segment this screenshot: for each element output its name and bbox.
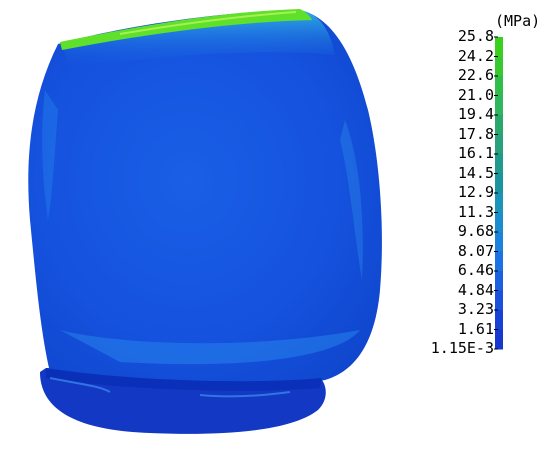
legend-value-label: 9.68 <box>457 222 494 240</box>
legend-color-segment <box>495 154 503 174</box>
legend-value-label: 8.07 <box>457 241 494 260</box>
legend-color-segment <box>495 310 503 330</box>
legend-value-label: 21.0 <box>457 85 494 104</box>
legend-value-label: 16.1 <box>457 144 494 162</box>
legend-color-segment <box>495 95 503 116</box>
top-high-stress-rim <box>60 9 312 50</box>
legend-value-label: 11.3 <box>457 202 494 221</box>
legend-color-segment <box>495 251 503 272</box>
legend-value-label: 1.61 <box>457 319 494 338</box>
base-light-streaks <box>49 377 291 398</box>
legend-color-segment <box>495 271 503 291</box>
top-rim-highlight <box>119 11 297 35</box>
legend-color-segment <box>495 37 503 57</box>
legend-value-label: 4.84 <box>457 280 494 299</box>
body-base-seam <box>46 368 322 391</box>
legend-color-segment <box>495 290 503 311</box>
legend-color-segment <box>495 115 503 135</box>
body-highlight-left <box>42 90 58 220</box>
legend-value-label: 24.2 <box>457 46 494 65</box>
legend-color-segment <box>495 56 503 77</box>
legend-value-label: 6.46 <box>457 261 494 279</box>
legend-color-segment <box>495 212 503 233</box>
legend-value-label: 12.9 <box>457 183 494 201</box>
model-body <box>28 10 382 390</box>
legend-value-label: 3.23 <box>457 300 494 318</box>
legend-value-label: 1.15E-3 <box>430 339 494 357</box>
legend-color-segment <box>495 232 503 252</box>
legend-color-bar <box>494 36 503 350</box>
legend-color-segment <box>495 329 503 350</box>
legend-color-segment <box>495 193 503 213</box>
legend-color-segment <box>495 173 503 194</box>
body-highlight-lower <box>60 330 360 365</box>
top-stress-glow <box>62 10 335 70</box>
legend-color-segment <box>495 76 503 96</box>
legend-unit-label: (MPa) <box>495 12 541 30</box>
body-highlight-right <box>340 120 363 280</box>
legend-value-label: 17.8 <box>457 124 494 143</box>
legend-value-label: 25.8 <box>457 27 494 45</box>
legend-color-segment <box>495 134 503 155</box>
legend-value-label: 14.5 <box>457 163 494 182</box>
legend-value-label: 22.6 <box>457 66 494 84</box>
legend-value-label: 19.4 <box>457 105 494 123</box>
